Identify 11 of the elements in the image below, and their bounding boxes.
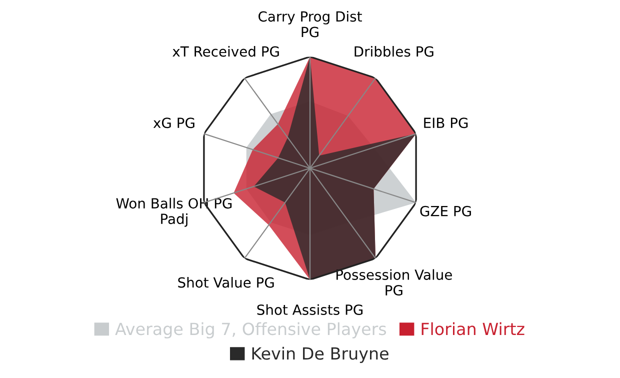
spoke-label: Dribbles PG	[354, 46, 434, 57]
spoke-label: Shot Value PG	[178, 276, 274, 288]
spoke-label: Shot Assists PG	[257, 304, 363, 315]
spoke-label: xG PG	[153, 118, 194, 128]
spoke-label: Possession Value PG	[336, 269, 452, 296]
legend-label: Florian Wirtz	[422, 322, 524, 336]
spoke-label: Carry Prog Dist PG	[258, 10, 362, 38]
spoke-label: EIB PG	[424, 118, 468, 128]
spoke-label: GZE PG	[420, 206, 471, 216]
legend-label: Kevin De Bruyne	[252, 346, 388, 363]
spoke-label: xT Received PG	[172, 46, 279, 57]
